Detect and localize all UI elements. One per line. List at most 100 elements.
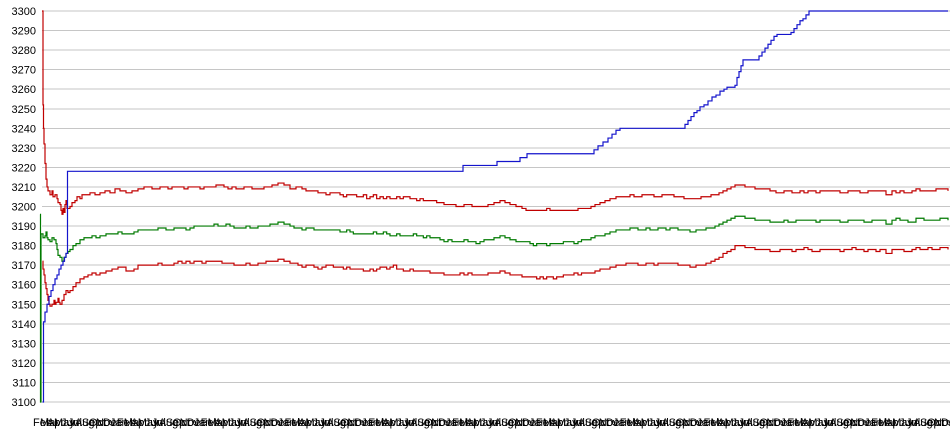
x-axis-tick-label: Jun <box>731 417 749 429</box>
x-axis-tick-label: Jul <box>906 417 920 429</box>
y-axis-tick-label: 3120 <box>12 358 36 370</box>
y-axis-tick-label: 3190 <box>12 221 36 233</box>
x-axis-tick-label: Feb <box>368 417 387 429</box>
x-axis-tick-label: Aug <box>578 417 598 429</box>
x-axis-tick-label: Nov <box>934 417 950 429</box>
x-axis-tick-label: Jul <box>822 417 836 429</box>
x-axis-tick-label: Feb <box>201 417 220 429</box>
x-axis-tick-label: Nov <box>263 417 283 429</box>
y-axis-tick-label: 3130 <box>12 338 36 350</box>
x-axis-tick-label: May <box>305 417 326 429</box>
x-axis-tick-label: Jul <box>68 417 82 429</box>
x-axis-tick-label: Jan <box>361 417 379 429</box>
x-axis-tick-label: Jan <box>110 417 128 429</box>
x-axis-tick-label: Sep <box>501 417 521 429</box>
x-axis-tick-label: Oct <box>759 417 776 429</box>
x-axis-tick-label: Aug <box>829 417 849 429</box>
x-axis-tick-label: Mar <box>375 417 394 429</box>
x-axis-tick-label: Dec <box>773 417 793 429</box>
x-axis-tick-label: Jan <box>194 417 212 429</box>
x-axis-tick-label: Jul <box>152 417 166 429</box>
x-axis-tick-label: Dec <box>354 417 374 429</box>
y-axis-tick-label: 3270 <box>12 65 36 77</box>
x-axis-tick-label: Aug <box>745 417 765 429</box>
x-axis-tick-label: Apr <box>298 417 315 429</box>
x-axis-tick-label: Oct <box>89 417 106 429</box>
x-axis-tick-label: Jun <box>648 417 666 429</box>
x-axis-tick-label: May <box>222 417 243 429</box>
x-axis-tick-label: Sep <box>250 417 270 429</box>
x-axis-tick-label: Mar <box>543 417 562 429</box>
x-axis-tick-label: Mar <box>291 417 310 429</box>
green-mid-line-series <box>39 213 949 403</box>
x-axis-tick-label: Jan <box>277 417 295 429</box>
y-axis-tick-label: 3240 <box>12 123 36 135</box>
x-axis-tick-label: May <box>724 417 745 429</box>
x-axis-tick-label: Aug <box>913 417 933 429</box>
x-axis-tick-label: May <box>892 417 913 429</box>
x-axis-tick-label: Mar <box>459 417 478 429</box>
x-axis-tick-label: May <box>557 417 578 429</box>
y-axis-tick-label: 3250 <box>12 104 36 116</box>
x-axis-tick-label: Sep <box>333 417 353 429</box>
x-axis-tick-label: Aug <box>75 417 95 429</box>
x-axis-tick-label: Mar <box>794 417 813 429</box>
x-axis-tick-label: Aug <box>662 417 682 429</box>
x-axis-tick-label: Nov <box>766 417 786 429</box>
x-axis-tick-label: Oct <box>173 417 190 429</box>
x-axis-tick-label: Apr <box>885 417 902 429</box>
y-axis-tick-label: 3260 <box>12 84 36 96</box>
x-axis-tick-label: Oct <box>592 417 609 429</box>
x-axis-tick-label: Nov <box>850 417 870 429</box>
x-axis-tick-label: Aug <box>326 417 346 429</box>
x-axis-tick-label: Oct <box>676 417 693 429</box>
x-axis-tick-label: Mar <box>878 417 897 429</box>
x-axis-tick-label: Jul <box>571 417 585 429</box>
x-axis-tick-label: Sep <box>82 417 102 429</box>
x-axis-tick-label: Dec <box>270 417 290 429</box>
x-axis-tick-label: Apr <box>634 417 651 429</box>
x-axis-tick-label: Jul <box>236 417 250 429</box>
x-axis-tick-label: Jul <box>487 417 501 429</box>
x-axis-tick-label: Apr <box>47 417 64 429</box>
x-axis-tick-label: Jun <box>145 417 163 429</box>
x-axis-tick-label: Jun <box>229 417 247 429</box>
x-axis-tick-label: Jan <box>780 417 798 429</box>
x-axis-tick-label: May <box>641 417 662 429</box>
x-axis-tick-label: Sep <box>417 417 437 429</box>
x-axis-tick-label: Jan <box>613 417 631 429</box>
x-axis-tick-label: Dec <box>522 417 542 429</box>
x-axis-tick-label: Aug <box>494 417 514 429</box>
x-axis-tick-label: Oct <box>508 417 525 429</box>
x-axis-tick-label: Dec <box>941 417 950 429</box>
x-axis-tick-label: Mar <box>627 417 646 429</box>
y-axis-tick-label: 3200 <box>12 202 36 214</box>
x-axis-tick-label: Feb <box>787 417 806 429</box>
x-axis-tick-label: Dec <box>606 417 626 429</box>
x-axis-tick-label: Sep <box>920 417 940 429</box>
blue-step-line-series <box>42 10 948 403</box>
x-axis-tick-label: Jun <box>480 417 498 429</box>
y-axis-tick-label: 3170 <box>12 260 36 272</box>
x-axis-tick-label: Mar <box>40 417 59 429</box>
x-axis-tick-label: Mar <box>208 417 227 429</box>
x-axis-tick-label: Apr <box>382 417 399 429</box>
x-axis-tick-label: Nov <box>96 417 116 429</box>
y-axis-tick-label: 3210 <box>12 182 36 194</box>
x-axis-tick-label: Oct <box>424 417 441 429</box>
x-axis-tick-label: Jan <box>948 417 950 429</box>
x-axis-tick-label: May <box>54 417 75 429</box>
x-axis-tick-label: Oct <box>927 417 944 429</box>
x-axis-tick-label: Sep <box>585 417 605 429</box>
x-axis-tick-label: Apr <box>215 417 232 429</box>
x-axis-tick-label: Jan <box>445 417 463 429</box>
x-axis-tick-label: Nov <box>599 417 619 429</box>
y-axis-tick-label: 3140 <box>12 319 36 331</box>
x-axis-tick-label: Sep <box>669 417 689 429</box>
x-axis-tick-label: Feb <box>284 417 303 429</box>
x-axis-tick-label: Aug <box>243 417 263 429</box>
x-axis-tick-label: Apr <box>550 417 567 429</box>
upper-red-band-series <box>42 10 949 215</box>
